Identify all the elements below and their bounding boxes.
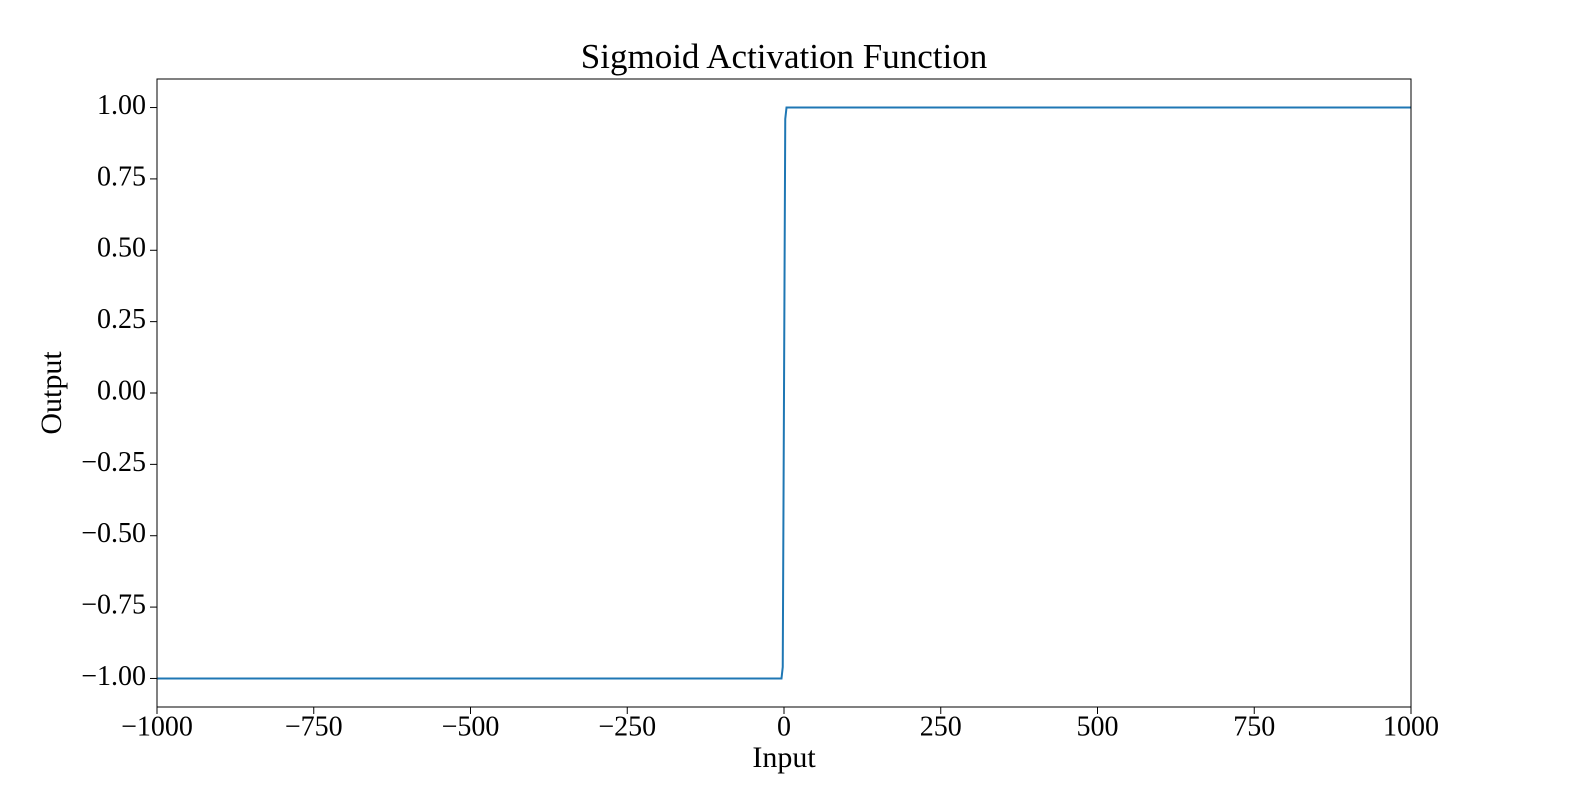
y-tick-label: 1.00 [97,90,146,121]
y-tick-label: 0.75 [97,161,146,192]
y-tick-label: −0.75 [81,590,146,621]
plot-frame [156,78,1412,708]
chart-title: Sigmoid Activation Function [581,37,987,76]
x-tick-label: −750 [285,711,343,742]
y-tick-label: 0.50 [97,233,146,264]
series-line [157,106,1411,680]
y-tick-label: 0.00 [97,375,146,406]
x-tick-label: 750 [1233,711,1275,742]
y-tick-label: 0.25 [97,304,146,335]
x-tick-label: 500 [1077,711,1119,742]
x-tick-label: 0 [777,711,791,742]
x-tick-label: −250 [598,711,656,742]
y-tick-label: −1.00 [81,661,146,692]
y-axis-label: Output [35,351,68,435]
x-tick-label: −500 [442,711,500,742]
x-axis-label: Input [752,741,816,774]
x-tick-label: 250 [920,711,962,742]
y-tick-label: −0.50 [81,518,146,549]
y-tick-label: −0.25 [81,447,146,478]
x-tick-label: −1000 [121,711,193,742]
x-tick-label: 1000 [1383,711,1439,742]
